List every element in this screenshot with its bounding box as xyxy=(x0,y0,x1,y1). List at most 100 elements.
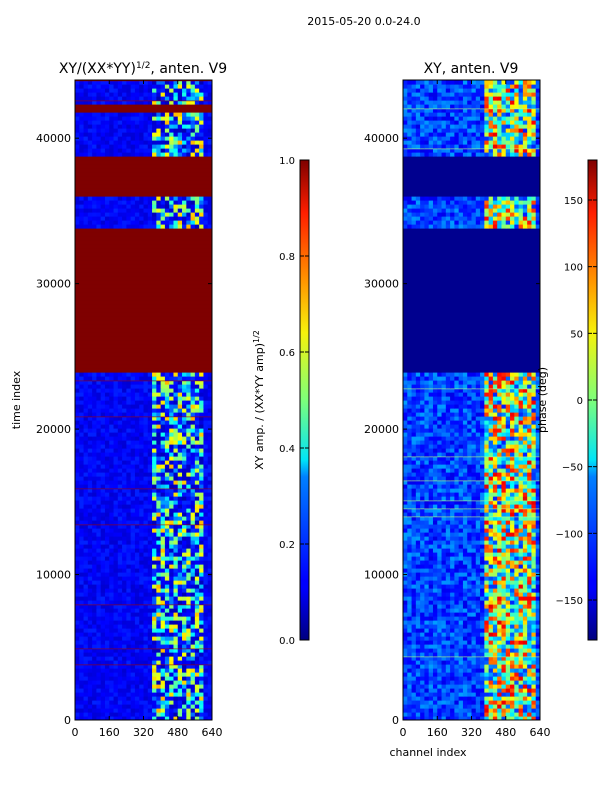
heatmap-cell xyxy=(199,620,205,625)
heatmap-cell xyxy=(199,600,205,605)
heatmap-cell xyxy=(143,80,149,85)
heatmap-cell xyxy=(156,416,162,421)
heatmap-cell xyxy=(96,476,102,481)
heatmap-cell xyxy=(199,84,205,89)
heatmap-cell xyxy=(134,652,140,657)
heatmap-cell xyxy=(199,572,205,577)
heatmap-cell xyxy=(186,436,192,441)
heatmap-cell xyxy=(190,428,196,433)
heatmap-cell xyxy=(164,420,170,425)
heatmap-cell xyxy=(100,124,106,129)
heatmap-cell xyxy=(437,652,443,657)
heatmap-cell xyxy=(190,676,196,681)
heatmap-cell xyxy=(441,612,447,617)
heatmap-cell xyxy=(122,680,127,685)
heatmap-cell xyxy=(173,516,179,521)
heatmap-cell xyxy=(467,624,473,629)
heatmap-cell xyxy=(92,124,98,129)
heatmap-cell xyxy=(92,572,98,577)
heatmap-cell xyxy=(415,668,421,673)
heatmap-cell xyxy=(130,436,136,441)
heatmap-cell xyxy=(164,408,170,413)
heatmap-cell xyxy=(87,672,93,677)
heatmap-cell xyxy=(169,556,175,561)
heatmap-cell xyxy=(535,676,540,681)
heatmap-cell xyxy=(122,84,127,89)
heatmap-cell xyxy=(177,464,183,469)
heatmap-cell xyxy=(501,652,507,657)
heatmap-cell xyxy=(164,400,170,405)
heatmap-cell xyxy=(96,152,102,157)
heatmap-cell xyxy=(186,488,192,493)
heatmap-cell xyxy=(186,644,192,649)
heatmap-cell xyxy=(75,500,80,505)
heatmap-cell xyxy=(169,220,175,225)
heatmap-cell xyxy=(130,624,136,629)
heatmap-cell xyxy=(194,200,200,205)
heatmap-cell xyxy=(79,396,85,401)
heatmap-cell xyxy=(126,140,132,145)
heatmap-cell xyxy=(415,716,421,720)
heatmap-cell xyxy=(467,652,473,657)
heatmap-cell xyxy=(83,488,89,493)
heatmap-cell xyxy=(160,452,166,457)
heatmap-cell xyxy=(83,456,89,461)
heatmap-cell xyxy=(505,644,511,649)
heatmap-cell xyxy=(514,580,520,585)
heatmap-cell xyxy=(164,412,170,417)
heatmap-cell xyxy=(462,652,468,657)
heatmap-cell xyxy=(505,668,511,673)
heatmap-cell xyxy=(134,548,140,553)
heatmap-cell xyxy=(113,440,119,445)
heatmap-cell xyxy=(510,688,515,693)
heatmap-cell xyxy=(505,584,511,589)
heatmap-cell xyxy=(160,444,166,449)
heatmap-cell xyxy=(126,452,132,457)
heatmap-cell xyxy=(471,628,477,633)
heatmap-cell xyxy=(152,212,157,217)
heatmap-cell xyxy=(186,428,192,433)
heatmap-cell xyxy=(160,412,166,417)
heatmap-cell xyxy=(492,684,498,689)
heatmap-cell xyxy=(424,708,430,713)
heatmap-cell xyxy=(104,496,110,501)
heatmap-cell xyxy=(83,112,89,117)
heatmap-cell xyxy=(134,376,140,381)
heatmap-cell xyxy=(182,708,187,713)
heatmap-cell xyxy=(134,388,140,393)
heatmap-cell xyxy=(117,452,123,457)
heatmap-cell xyxy=(169,540,175,545)
heatmap-cell xyxy=(182,472,187,477)
heatmap-cell xyxy=(186,636,192,641)
heatmap-cell xyxy=(75,184,212,189)
heatmap-cell xyxy=(190,376,196,381)
heatmap-cell xyxy=(113,484,119,489)
heatmap-cell xyxy=(177,512,183,517)
heatmap-cell xyxy=(87,588,93,593)
heatmap-cell xyxy=(194,92,200,97)
heatmap-cell xyxy=(75,452,80,457)
heatmap-cell xyxy=(194,600,200,605)
heatmap-cell xyxy=(514,692,520,697)
heatmap-cell xyxy=(130,568,136,573)
heatmap-cell xyxy=(96,444,102,449)
heatmap-cell xyxy=(186,120,192,125)
heatmap-cell xyxy=(109,216,115,221)
heatmap-cell xyxy=(92,480,98,485)
heatmap-cell xyxy=(100,420,106,425)
heatmap-cell xyxy=(126,376,132,381)
heatmap-cell xyxy=(126,616,132,621)
heatmap-cell xyxy=(169,152,175,157)
heatmap-cell xyxy=(104,516,110,521)
heatmap-cell xyxy=(130,200,136,205)
heatmap-cell xyxy=(454,568,460,573)
heatmap-cell xyxy=(87,608,93,613)
heatmap-cell xyxy=(492,708,498,713)
heatmap-cell xyxy=(505,660,511,665)
heatmap-cell xyxy=(92,112,98,117)
heatmap-cell xyxy=(207,680,212,685)
heatmap-cell xyxy=(130,420,136,425)
heatmap-cell xyxy=(104,416,110,421)
heatmap-cell xyxy=(203,428,209,433)
heatmap-cell xyxy=(79,204,85,209)
